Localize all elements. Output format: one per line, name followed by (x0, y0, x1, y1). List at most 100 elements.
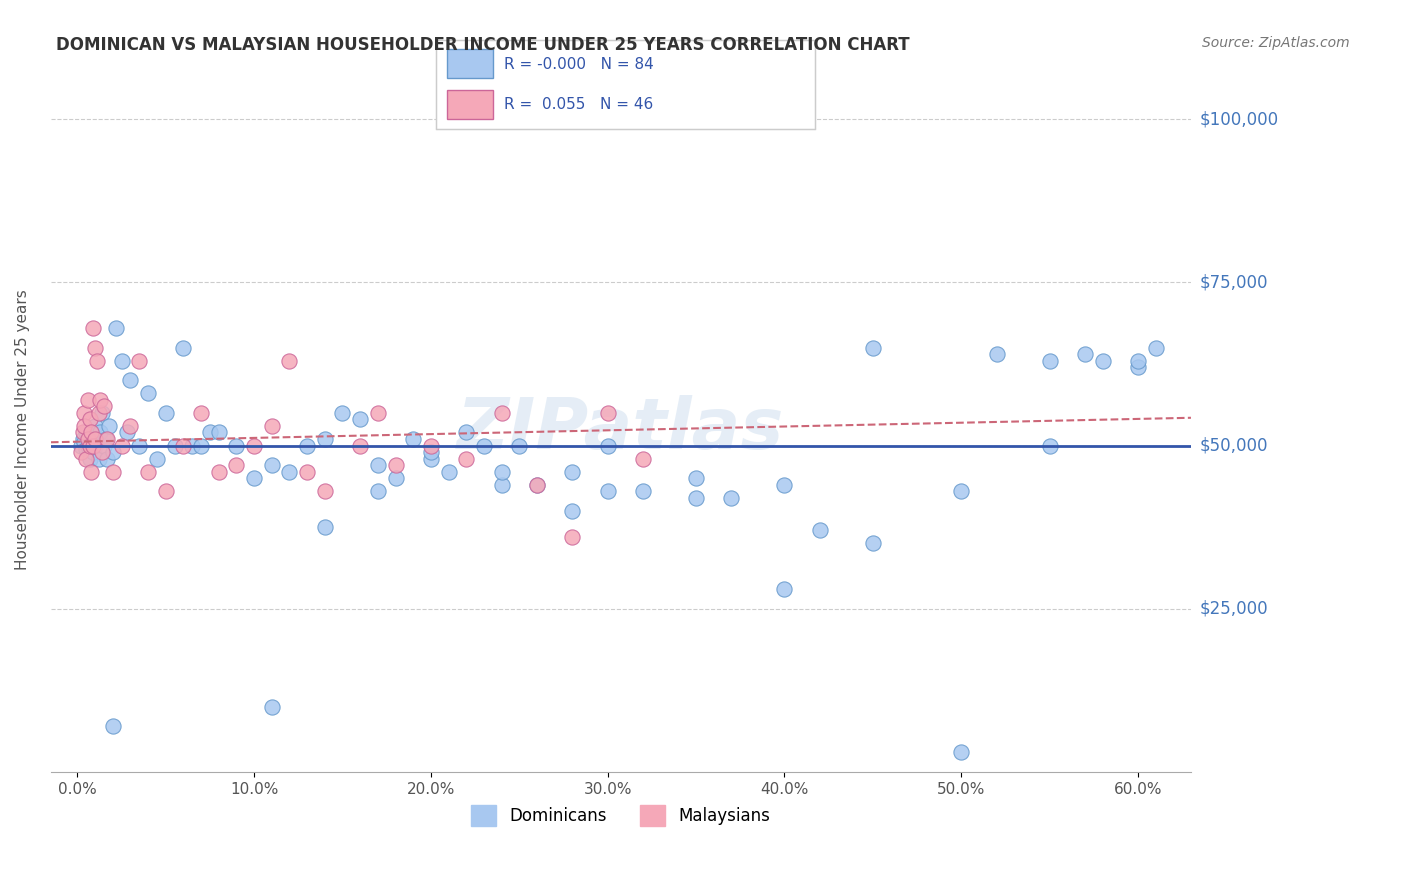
Dominicans (862, 536, 884, 550)
Malaysians (87, 406, 110, 420)
Malaysians (526, 477, 548, 491)
Dominicans (367, 484, 389, 499)
Dominicans (526, 477, 548, 491)
Dominicans (561, 465, 583, 479)
Dominicans (402, 432, 425, 446)
Dominicans (101, 445, 124, 459)
Dominicans (631, 484, 654, 499)
Malaysians (295, 465, 318, 479)
Dominicans (349, 412, 371, 426)
Dominicans (198, 425, 221, 440)
Dominicans (73, 435, 96, 450)
Dominicans (472, 438, 495, 452)
Dominicans (84, 419, 107, 434)
Dominicans (93, 438, 115, 452)
Malaysians (225, 458, 247, 472)
Dominicans (75, 425, 97, 440)
Dominicans (685, 491, 707, 505)
Malaysians (82, 321, 104, 335)
Dominicans (260, 699, 283, 714)
Malaysians (79, 438, 101, 452)
Malaysians (631, 451, 654, 466)
Dominicans (91, 406, 114, 420)
Dominicans (384, 471, 406, 485)
Text: R =  0.055   N = 46: R = 0.055 N = 46 (505, 97, 654, 112)
Malaysians (314, 484, 336, 499)
Dominicans (101, 719, 124, 733)
Dominicans (84, 438, 107, 452)
Dominicans (208, 425, 231, 440)
Malaysians (72, 425, 94, 440)
Dominicans (862, 341, 884, 355)
Text: Source: ZipAtlas.com: Source: ZipAtlas.com (1202, 36, 1350, 50)
Dominicans (367, 458, 389, 472)
Dominicans (94, 432, 117, 446)
Dominicans (77, 438, 100, 452)
Dominicans (96, 451, 118, 466)
Malaysians (596, 406, 619, 420)
Text: $100,000: $100,000 (1199, 110, 1279, 128)
Dominicans (120, 373, 142, 387)
Dominicans (86, 432, 108, 446)
Dominicans (773, 477, 796, 491)
Dominicans (110, 353, 132, 368)
Malaysians (79, 412, 101, 426)
Malaysians (89, 392, 111, 407)
Dominicans (1038, 438, 1060, 452)
Dominicans (950, 484, 973, 499)
Dominicans (437, 465, 460, 479)
Text: $50,000: $50,000 (1199, 436, 1268, 455)
Dominicans (128, 438, 150, 452)
Dominicans (508, 438, 530, 452)
Dominicans (190, 438, 212, 452)
Dominicans (1126, 353, 1149, 368)
Malaysians (419, 438, 441, 452)
Dominicans (163, 438, 186, 452)
Dominicans (419, 451, 441, 466)
Dominicans (295, 438, 318, 452)
Dominicans (1091, 353, 1114, 368)
FancyBboxPatch shape (447, 90, 494, 119)
Malaysians (96, 432, 118, 446)
Dominicans (80, 438, 103, 452)
Malaysians (75, 451, 97, 466)
Dominicans (456, 425, 478, 440)
Dominicans (89, 425, 111, 440)
Dominicans (260, 458, 283, 472)
Malaysians (456, 451, 478, 466)
Dominicans (82, 445, 104, 459)
Dominicans (115, 425, 138, 440)
Dominicans (1144, 341, 1167, 355)
Dominicans (1126, 360, 1149, 375)
Y-axis label: Householder Income Under 25 years: Householder Income Under 25 years (15, 289, 30, 570)
Malaysians (278, 353, 301, 368)
Dominicans (332, 406, 354, 420)
Malaysians (70, 445, 93, 459)
Dominicans (181, 438, 204, 452)
Dominicans (419, 445, 441, 459)
Malaysians (208, 465, 231, 479)
Malaysians (80, 425, 103, 440)
Malaysians (190, 406, 212, 420)
Text: $75,000: $75,000 (1199, 273, 1268, 292)
Malaysians (84, 341, 107, 355)
Dominicans (491, 465, 513, 479)
Dominicans (79, 428, 101, 442)
Dominicans (314, 520, 336, 534)
Malaysians (172, 438, 194, 452)
Dominicans (808, 524, 831, 538)
Text: $25,000: $25,000 (1199, 599, 1268, 618)
Text: DOMINICAN VS MALAYSIAN HOUSEHOLDER INCOME UNDER 25 YEARS CORRELATION CHART: DOMINICAN VS MALAYSIAN HOUSEHOLDER INCOM… (56, 36, 910, 54)
Dominicans (491, 477, 513, 491)
Malaysians (260, 419, 283, 434)
Dominicans (1038, 353, 1060, 368)
Malaysians (491, 406, 513, 420)
Malaysians (110, 438, 132, 452)
Malaysians (561, 530, 583, 544)
Dominicans (596, 484, 619, 499)
Dominicans (155, 406, 177, 420)
Dominicans (136, 386, 159, 401)
Dominicans (986, 347, 1008, 361)
Malaysians (77, 432, 100, 446)
Malaysians (84, 432, 107, 446)
